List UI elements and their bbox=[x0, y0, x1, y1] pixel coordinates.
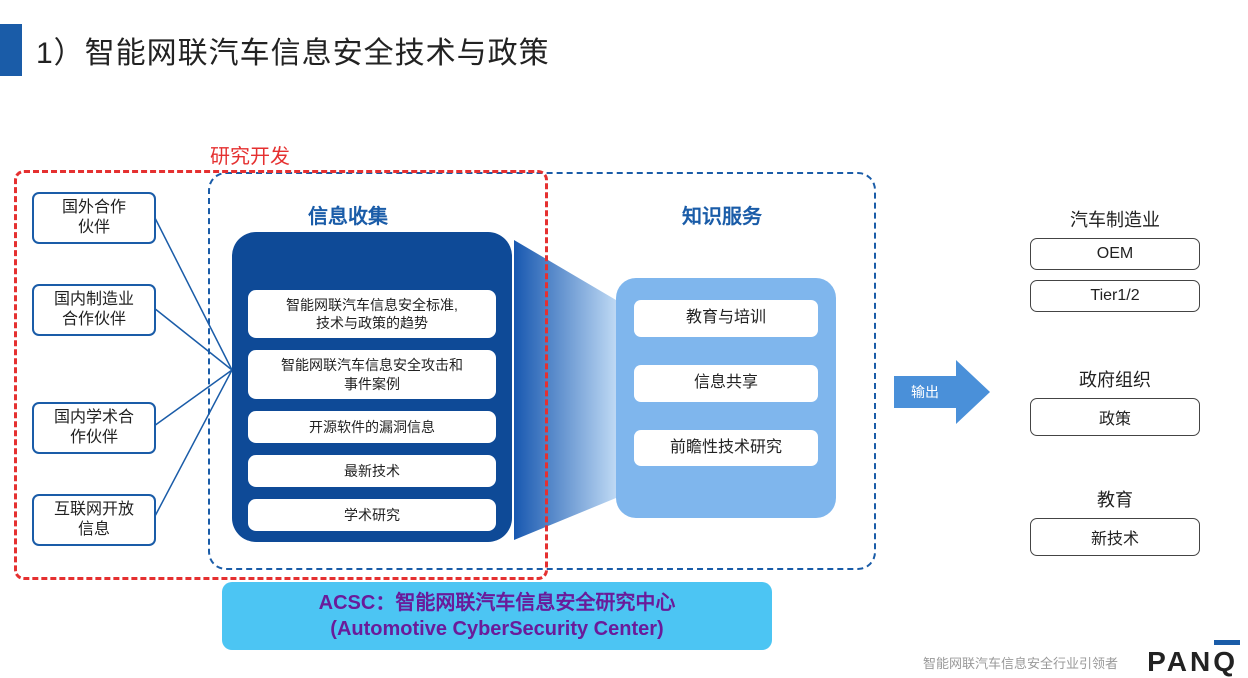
knowledge-box: 教育与培训信息共享前瞻性技术研究 bbox=[616, 278, 836, 518]
output-item-0-0: OEM bbox=[1030, 238, 1200, 270]
footer-logo-bar-icon bbox=[1214, 640, 1240, 645]
knowledge-title: 知识服务 bbox=[682, 200, 762, 229]
page-title-bar: 1）智能网联汽车信息安全技术与政策 bbox=[0, 24, 550, 76]
acsc-label-line2: (Automotive CyberSecurity Center) bbox=[330, 616, 663, 642]
output-arrow-label: 输出 bbox=[894, 376, 956, 408]
output-item-0-1: Tier1/2 bbox=[1030, 280, 1200, 312]
partner-box-1: 国内制造业 合作伙伴 bbox=[32, 284, 156, 336]
footer-logo: PANQ bbox=[1147, 646, 1238, 678]
info-collect-title: 信息收集 bbox=[308, 200, 388, 229]
footer-logo-text: PANQ bbox=[1147, 646, 1238, 677]
partner-box-0: 国外合作 伙伴 bbox=[32, 192, 156, 244]
info-item-3: 最新技术 bbox=[248, 455, 496, 487]
output-group-0: 汽车制造业 OEM Tier1/2 bbox=[1030, 200, 1200, 322]
research-label: 研究开发 bbox=[210, 140, 290, 169]
footer-tagline: 智能网联汽车信息安全行业引领者 bbox=[923, 653, 1118, 672]
page-title: 1）智能网联汽车信息安全技术与政策 bbox=[36, 28, 550, 72]
info-item-1: 智能网联汽车信息安全攻击和 事件案例 bbox=[248, 350, 496, 398]
output-item-2-0: 新技术 bbox=[1030, 518, 1200, 556]
info-collect-box: 智能网联汽车信息安全标准, 技术与政策的趋势智能网联汽车信息安全攻击和 事件案例… bbox=[232, 232, 512, 542]
acsc-label-line1: ACSC：智能网联汽车信息安全研究中心 bbox=[319, 590, 676, 616]
info-item-4: 学术研究 bbox=[248, 499, 496, 531]
output-arrow: 输出 bbox=[894, 360, 990, 424]
output-heading-2: 教育 bbox=[1030, 486, 1200, 512]
knowledge-item-2: 前瞻性技术研究 bbox=[634, 430, 818, 467]
partner-box-3: 互联网开放 信息 bbox=[32, 494, 156, 546]
info-item-2: 开源软件的漏洞信息 bbox=[248, 411, 496, 443]
output-group-1: 政府组织政策 bbox=[1030, 360, 1200, 446]
output-arrow-head-icon bbox=[956, 360, 990, 424]
knowledge-item-1: 信息共享 bbox=[634, 365, 818, 402]
knowledge-item-0: 教育与培训 bbox=[634, 300, 818, 337]
partner-box-2: 国内学术合 作伙伴 bbox=[32, 402, 156, 454]
acsc-label-bar: ACSC：智能网联汽车信息安全研究中心 (Automotive CyberSec… bbox=[222, 582, 772, 650]
output-heading-0: 汽车制造业 bbox=[1030, 206, 1200, 232]
title-accent-block bbox=[0, 24, 22, 76]
output-item-1-0: 政策 bbox=[1030, 398, 1200, 436]
output-heading-1: 政府组织 bbox=[1030, 366, 1200, 392]
diagram-canvas: 1）智能网联汽车信息安全技术与政策 研究开发 国外合作 伙伴国内制造业 合作伙伴… bbox=[0, 0, 1248, 678]
info-item-0: 智能网联汽车信息安全标准, 技术与政策的趋势 bbox=[248, 290, 496, 338]
output-group-2: 教育新技术 bbox=[1030, 480, 1200, 566]
